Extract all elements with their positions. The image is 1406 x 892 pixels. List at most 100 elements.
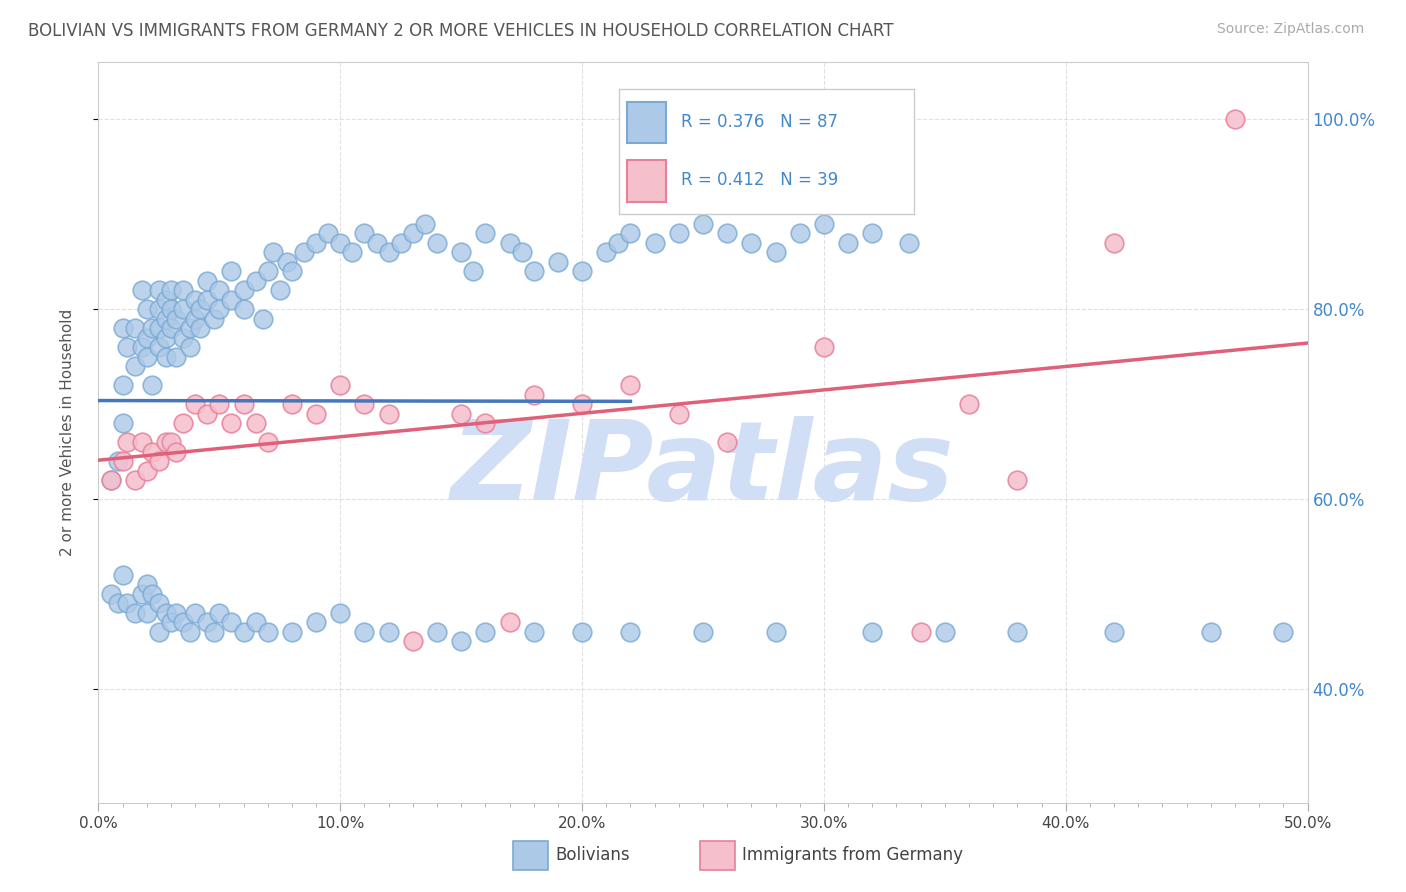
Point [571,264,593,278]
Point [148,340,170,354]
Point [474,416,496,430]
Point [204,311,226,326]
Point [765,245,787,260]
Point [124,606,146,620]
Point [179,624,201,639]
Point [813,340,835,354]
Point [160,302,183,317]
Point [474,624,496,639]
Point [377,245,399,260]
Point [100,473,122,487]
Point [910,624,932,639]
Point [131,587,153,601]
Point [245,615,267,630]
Point [426,235,449,250]
Point [165,311,187,326]
Point [221,615,243,630]
Point [595,245,617,260]
Point [619,227,641,241]
Point [135,464,157,478]
Point [188,302,211,317]
Point [463,264,485,278]
Point [141,378,163,392]
Point [148,624,170,639]
Point [184,606,207,620]
Point [619,624,641,639]
Point [281,624,304,639]
Point [155,606,177,620]
Point [897,235,920,250]
Point [148,283,170,297]
Point [860,227,883,241]
Point [172,416,194,430]
Point [523,624,546,639]
Point [111,416,134,430]
Point [165,444,187,458]
Point [450,634,472,648]
Point [716,435,738,450]
Point [184,311,207,326]
Text: Immigrants from Germany: Immigrants from Germany [742,847,963,864]
Y-axis label: 2 or more Vehicles in Household: 2 or more Vehicles in Household [60,309,75,557]
Point [155,311,177,326]
Point [450,245,472,260]
Point [232,283,254,297]
Point [208,606,231,620]
Point [141,587,163,601]
Point [1102,235,1125,250]
Point [256,624,278,639]
Point [789,227,811,241]
Point [692,624,714,639]
Point [329,378,352,392]
Point [523,264,546,278]
Point [498,235,520,250]
Point [131,435,153,450]
Point [1199,624,1222,639]
Point [813,217,835,231]
Point [329,606,352,620]
Point [668,407,690,421]
Point [172,331,194,345]
Point [195,293,218,307]
Point [692,217,714,231]
Point [155,331,177,345]
Point [1007,624,1029,639]
Point [160,615,183,630]
Point [1223,112,1246,127]
Point [957,397,980,411]
Point [135,350,157,364]
Point [160,283,183,297]
Point [426,624,449,639]
Point [100,473,122,487]
Point [111,454,134,468]
Point [135,331,157,345]
Point [148,454,170,468]
Text: Source: ZipAtlas.com: Source: ZipAtlas.com [1216,22,1364,37]
Point [172,302,194,317]
Point [860,624,883,639]
Point [342,245,364,260]
Point [160,435,183,450]
Point [377,407,399,421]
Point [204,624,226,639]
Point [111,378,134,392]
Point [245,274,267,288]
Point [377,624,399,639]
Point [1007,473,1029,487]
Point [124,359,146,374]
Text: R = 0.376   N = 87: R = 0.376 N = 87 [681,112,838,130]
Point [353,624,375,639]
Text: Bolivians: Bolivians [555,847,630,864]
Point [389,235,412,250]
Point [547,254,569,268]
Point [450,407,472,421]
Point [934,624,956,639]
Point [292,245,315,260]
Point [305,407,328,421]
Point [155,293,177,307]
Point [402,227,425,241]
Point [498,615,520,630]
Point [668,227,690,241]
Point [208,397,231,411]
Point [117,597,139,611]
